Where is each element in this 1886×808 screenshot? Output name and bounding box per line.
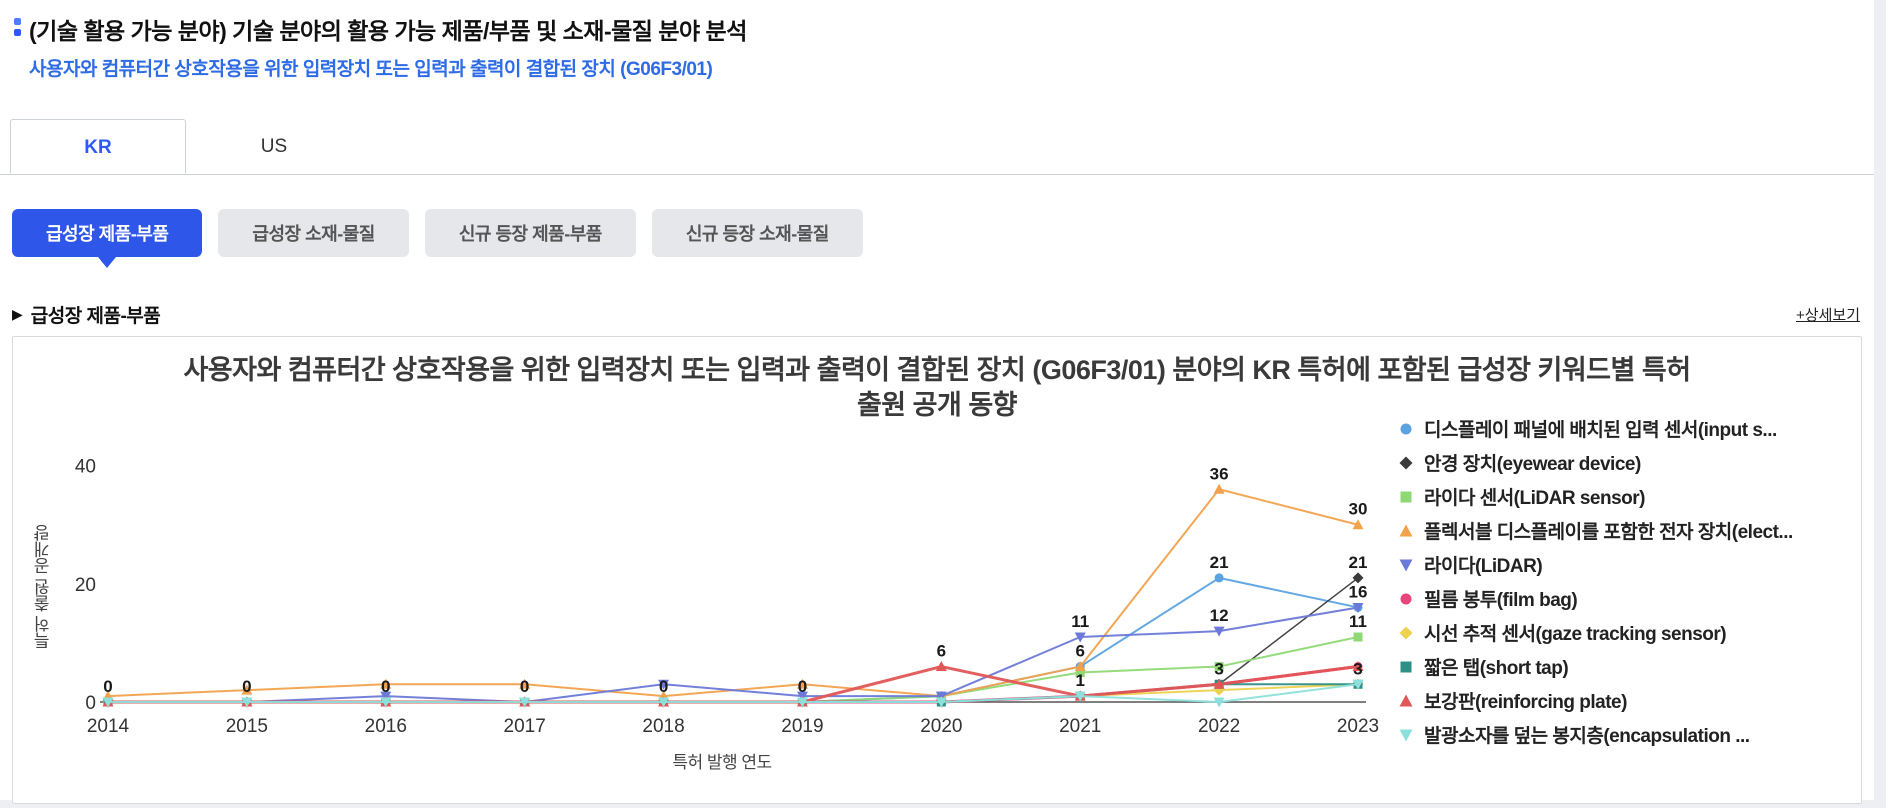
legend-label: 플렉서블 디스플레이를 포함한 전자 장치(elect... bbox=[1424, 522, 1793, 544]
legend-marker-icon bbox=[1400, 593, 1412, 605]
filter-button-group: 급성장 제품-부품 급성장 소재-물질 신규 등장 제품-부품 신규 등장 소재… bbox=[12, 209, 1874, 257]
legend-label: 디스플레이 패널에 배치된 입력 센서(input s... bbox=[1424, 420, 1777, 442]
legend-label: 보강판(reinforcing plate) bbox=[1424, 692, 1627, 714]
svg-text:2015: 2015 bbox=[226, 716, 268, 737]
legend-marker-icon bbox=[1400, 423, 1412, 435]
legend-marker-icon bbox=[1399, 694, 1413, 707]
svg-text:2018: 2018 bbox=[642, 716, 684, 737]
svg-text:0: 0 bbox=[103, 677, 112, 696]
section-arrow-icon: ▶ bbox=[12, 306, 23, 322]
svg-text:40: 40 bbox=[75, 456, 96, 477]
legend-item[interactable]: 라이다 센서(LiDAR sensor) bbox=[1396, 483, 1847, 510]
svg-text:21: 21 bbox=[1349, 553, 1368, 572]
svg-text:3: 3 bbox=[1214, 659, 1223, 678]
svg-text:21: 21 bbox=[1210, 553, 1229, 572]
svg-text:0: 0 bbox=[659, 677, 668, 696]
svg-text:3: 3 bbox=[1353, 659, 1362, 678]
tab-us[interactable]: US bbox=[260, 136, 288, 157]
chart-legend: 디스플레이 패널에 배치된 입력 센서(input s... 안경 장치(eyew… bbox=[1386, 415, 1847, 748]
chart-body: 특허 출원 공개량 0 20 40 2014 2015 2016 2017 2018 2019 2… bbox=[27, 420, 1847, 748]
svg-text:2022: 2022 bbox=[1198, 716, 1240, 737]
svg-text:2020: 2020 bbox=[920, 716, 962, 737]
svg-text:11: 11 bbox=[1071, 612, 1089, 631]
legend-item[interactable]: 라이다(LiDAR) bbox=[1396, 551, 1847, 578]
legend-item[interactable]: 필름 봉투(film bag) bbox=[1396, 585, 1847, 612]
legend-marker-icon bbox=[1400, 491, 1412, 503]
legend-item[interactable]: 발광소자를 덮는 봉지층(encapsulation ... bbox=[1396, 721, 1847, 748]
line-chart: 0 20 40 2014 2015 2016 2017 2018 2019 2020 2021 202… bbox=[75, 456, 1379, 737]
svg-text:6: 6 bbox=[937, 641, 946, 660]
svg-text:12: 12 bbox=[1210, 606, 1229, 625]
legend-item[interactable]: 보강판(reinforcing plate) bbox=[1396, 687, 1847, 714]
legend-marker-icon bbox=[1399, 729, 1413, 742]
svg-text:2017: 2017 bbox=[504, 716, 546, 737]
svg-text:36: 36 bbox=[1210, 464, 1229, 483]
svg-text:0: 0 bbox=[381, 677, 390, 696]
legend-marker-icon bbox=[1399, 524, 1413, 537]
svg-text:2021: 2021 bbox=[1059, 716, 1101, 737]
section-title: 급성장 제품-부품 bbox=[30, 306, 161, 327]
svg-text:11: 11 bbox=[1349, 612, 1367, 631]
tab-kr[interactable]: KR bbox=[10, 119, 186, 174]
legend-item[interactable]: 시선 추적 센서(gaze tracking sensor) bbox=[1396, 619, 1847, 646]
svg-text:2023: 2023 bbox=[1337, 716, 1379, 737]
legend-label: 안경 장치(eyewear device) bbox=[1424, 454, 1641, 476]
svg-text:0: 0 bbox=[242, 677, 251, 696]
legend-item[interactable]: 안경 장치(eyewear device) bbox=[1396, 449, 1847, 476]
legend-label: 라이다(LiDAR) bbox=[1424, 556, 1543, 578]
section-header-row: ▶ 급성장 제품-부품 +상세보기 bbox=[12, 301, 1860, 328]
bullet-icon bbox=[14, 18, 21, 36]
legend-marker-icon bbox=[1399, 456, 1413, 470]
page-header: (기술 활용 가능 분야) 기술 분야의 활용 가능 제품/부품 및 소재-물질… bbox=[0, 0, 1874, 46]
chart-title: 사용자와 컴퓨터간 상호작용을 위한 입력장치 또는 입력과 출력이 결합된 장… bbox=[183, 355, 1691, 421]
legend-label: 필름 봉투(film bag) bbox=[1424, 590, 1578, 612]
legend-label: 시선 추적 센서(gaze tracking sensor) bbox=[1424, 624, 1727, 646]
svg-text:6: 6 bbox=[1075, 641, 1084, 660]
page-title: (기술 활용 가능 분야) 기술 분야의 활용 가능 제품/부품 및 소재-물질… bbox=[29, 18, 747, 44]
legend-label: 라이다 센서(LiDAR sensor) bbox=[1424, 488, 1645, 510]
y-axis-label: 특허 출원 공개량 bbox=[34, 524, 53, 649]
legend-item[interactable]: 짧은 탭(short tap) bbox=[1396, 653, 1847, 680]
filter-new-materials-button[interactable]: 신규 등장 소재-물질 bbox=[651, 209, 863, 257]
chart-card: 사용자와 컴퓨터간 상호작용을 위한 입력장치 또는 입력과 출력이 결합된 장… bbox=[12, 336, 1862, 804]
legend-marker-icon bbox=[1399, 626, 1413, 640]
legend-marker-icon bbox=[1399, 559, 1413, 572]
svg-text:20: 20 bbox=[75, 575, 96, 596]
country-tabs: KR US bbox=[0, 119, 1874, 175]
svg-text:2019: 2019 bbox=[781, 716, 823, 737]
filter-fast-growth-products-button[interactable]: 급성장 제품-부품 bbox=[12, 209, 203, 257]
legend-marker-icon bbox=[1400, 661, 1412, 673]
svg-text:30: 30 bbox=[1349, 499, 1368, 518]
svg-text:0: 0 bbox=[798, 677, 807, 696]
svg-text:0: 0 bbox=[85, 693, 96, 714]
legend-label: 짧은 탭(short tap) bbox=[1424, 658, 1569, 680]
svg-text:1: 1 bbox=[1075, 671, 1084, 690]
legend-item[interactable]: 플렉서블 디스플레이를 포함한 전자 장치(elect... bbox=[1396, 517, 1847, 544]
svg-text:2014: 2014 bbox=[87, 716, 130, 737]
filter-fast-growth-materials-button[interactable]: 급성장 소재-물질 bbox=[218, 209, 409, 257]
svg-text:16: 16 bbox=[1349, 582, 1368, 601]
filter-new-products-button[interactable]: 신규 등장 제품-부품 bbox=[424, 209, 636, 257]
detail-view-link[interactable]: +상세보기 bbox=[1796, 307, 1860, 324]
svg-text:0: 0 bbox=[520, 677, 529, 696]
page-subtitle: 사용자와 컴퓨터간 상호작용을 위한 입력장치 또는 입력과 출력이 결합된 장… bbox=[29, 59, 713, 80]
svg-text:2016: 2016 bbox=[365, 716, 407, 737]
legend-item[interactable]: 디스플레이 패널에 배치된 입력 센서(input s... bbox=[1396, 415, 1847, 442]
legend-label: 발광소자를 덮는 봉지층(encapsulation ... bbox=[1424, 726, 1750, 748]
x-axis-label: 특허 발행 연도 bbox=[672, 753, 772, 773]
